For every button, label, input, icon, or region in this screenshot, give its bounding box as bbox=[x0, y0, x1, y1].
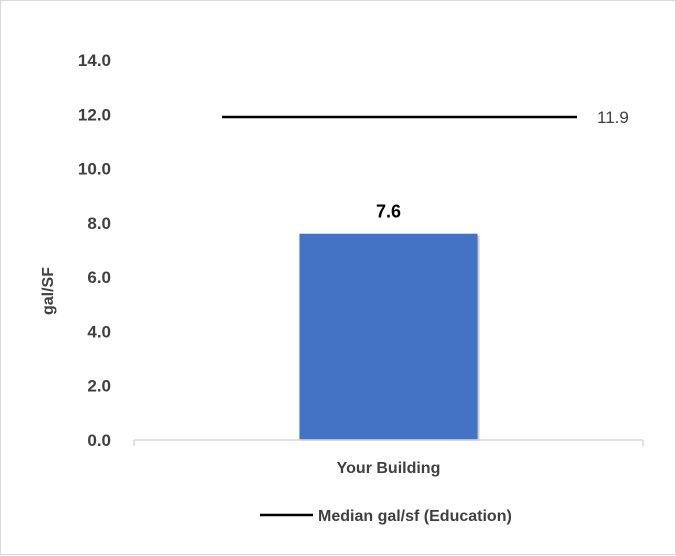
y-tick-label: 6.0 bbox=[87, 268, 111, 287]
legend-label: Median gal/sf (Education) bbox=[318, 508, 512, 525]
bars: 7.6 bbox=[299, 202, 480, 441]
y-axis-ticks: 0.0 2.0 4.0 6.0 8.0 10.0 12.0 14.0 bbox=[78, 51, 111, 450]
y-tick-label: 2.0 bbox=[87, 377, 111, 396]
x-category-label: Your Building bbox=[337, 460, 441, 477]
y-tick-label: 0.0 bbox=[87, 431, 111, 450]
y-tick-label: 4.0 bbox=[87, 322, 111, 341]
legend: Median gal/sf (Education) bbox=[260, 508, 512, 525]
y-tick-label: 12.0 bbox=[78, 105, 111, 124]
x-axis-ticks: Your Building bbox=[133, 440, 644, 477]
median-reference: 11.9 bbox=[222, 108, 629, 127]
bar-data-label: 7.6 bbox=[376, 202, 401, 222]
y-tick-label: 14.0 bbox=[78, 51, 111, 70]
y-axis-title: gal/SF bbox=[40, 267, 57, 315]
y-tick-label: 8.0 bbox=[87, 214, 111, 233]
y-tick-label: 10.0 bbox=[78, 160, 111, 179]
median-value-label: 11.9 bbox=[597, 108, 629, 127]
bar-your-building bbox=[299, 233, 478, 440]
